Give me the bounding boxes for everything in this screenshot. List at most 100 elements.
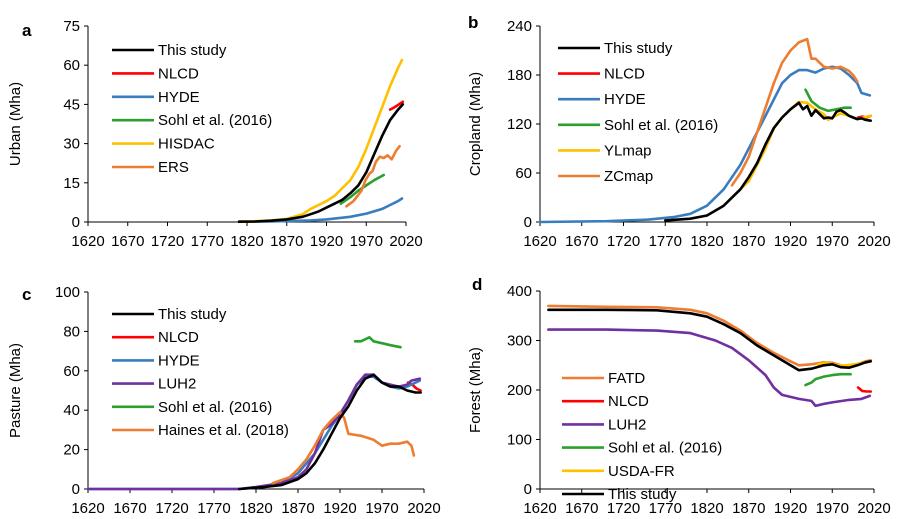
x-tick-label: 1720 xyxy=(607,233,640,250)
legend: This study NLCD HYDE Sohl et al. (2016) HISD… xyxy=(112,42,272,176)
legend-label: Sohl et al. (2016) xyxy=(604,117,718,134)
chart-panel-a: a 0 15 30 45 60 75 1620 1670 1720 1770 1820 1870 1920… xyxy=(7,18,423,250)
series-line-haines-et-al-2018 xyxy=(271,410,416,485)
x-tick-label: 1870 xyxy=(732,500,765,517)
x-tick-label: 1870 xyxy=(732,233,765,250)
x-tick-label: 1920 xyxy=(774,233,807,250)
y-tick-label: 180 xyxy=(507,67,532,84)
legend-label: NLCD xyxy=(158,65,199,82)
series-line-fatd xyxy=(547,304,872,367)
panel-label: a xyxy=(22,21,32,40)
x-tick-label: 1820 xyxy=(239,500,272,517)
legend-label: This study xyxy=(158,306,227,323)
y-tick-label: 20 xyxy=(63,442,80,459)
series-line-sohl-et-al-2016 xyxy=(804,88,852,113)
series-line-sohl-et-al-2016 xyxy=(353,336,402,349)
y-tick-label: 30 xyxy=(63,136,80,153)
x-tick-label: 2020 xyxy=(857,233,890,250)
chart-panel-d: d 0 100 200 300 400 1620 1670 1720 1770 1820 1870 19… xyxy=(467,275,891,517)
legend-label: This study xyxy=(604,40,673,57)
y-tick-label: 100 xyxy=(55,284,80,301)
legend-label: NLCD xyxy=(608,393,649,410)
x-tick-label: 1770 xyxy=(649,233,682,250)
x-tick-label: 1770 xyxy=(197,500,230,517)
x-tick-label: 1970 xyxy=(350,233,383,250)
legend-label: HYDE xyxy=(158,89,200,106)
x-tick-label: 2020 xyxy=(407,500,440,517)
x-tick-label: 1920 xyxy=(774,500,807,517)
x-tick-label: 1670 xyxy=(111,233,144,250)
y-tick-label: 75 xyxy=(63,18,80,35)
x-tick-label: 1620 xyxy=(71,500,104,517)
legend-label: LUH2 xyxy=(608,416,646,433)
legend-label: YLmap xyxy=(604,142,652,159)
legend: FATD NLCD LUH2 Sohl et al. (2016) USDA-FR Thi… xyxy=(562,370,722,503)
y-tick-label: 0 xyxy=(72,214,80,231)
legend-label: HYDE xyxy=(158,352,200,369)
series-line-this-study xyxy=(237,103,405,223)
legend-label: Sohl et al. (2016) xyxy=(608,440,722,457)
series-line-sohl-et-al-2016 xyxy=(804,372,852,387)
y-tick-label: 15 xyxy=(63,175,80,192)
legend-label: Sohl et al. (2016) xyxy=(158,399,272,416)
y-axis-title: Pasture (Mha) xyxy=(7,343,24,438)
x-tick-label: 1670 xyxy=(565,500,598,517)
x-tick-label: 1670 xyxy=(113,500,146,517)
legend-label: This study xyxy=(608,486,677,503)
series-line-this-study xyxy=(664,101,872,222)
y-tick-label: 400 xyxy=(507,283,532,300)
y-axis-title: Forest (Mha) xyxy=(467,347,484,433)
y-tick-label: 60 xyxy=(63,57,80,74)
panel-label: d xyxy=(472,275,482,294)
y-tick-label: 300 xyxy=(507,333,532,350)
y-tick-label: 45 xyxy=(63,96,80,113)
x-tick-label: 1620 xyxy=(523,233,556,250)
x-tick-label: 1920 xyxy=(323,500,356,517)
legend-label: FATD xyxy=(608,370,645,387)
y-tick-label: 200 xyxy=(507,382,532,399)
x-tick-label: 2020 xyxy=(857,500,890,517)
legend-label: NLCD xyxy=(158,329,199,346)
x-tick-label: 1970 xyxy=(365,500,398,517)
x-tick-label: 1870 xyxy=(281,500,314,517)
y-tick-label: 60 xyxy=(515,165,532,182)
legend-label: ERS xyxy=(158,159,189,176)
x-tick-label: 2020 xyxy=(389,233,422,250)
legend-label: ZCmap xyxy=(604,168,653,185)
legend: This study NLCD HYDE Sohl et al. (2016) YLma… xyxy=(558,40,718,185)
x-tick-label: 1820 xyxy=(690,500,723,517)
x-tick-label: 1770 xyxy=(649,500,682,517)
y-tick-label: 80 xyxy=(63,323,80,340)
y-tick-label: 60 xyxy=(63,363,80,380)
y-tick-label: 0 xyxy=(72,481,80,498)
x-tick-label: 1970 xyxy=(816,233,849,250)
series-line-this-study xyxy=(547,308,872,372)
series-line-nlcd xyxy=(856,386,872,393)
x-tick-label: 1620 xyxy=(71,233,104,250)
y-tick-label: 100 xyxy=(507,432,532,449)
x-tick-label: 1820 xyxy=(690,233,723,250)
legend-label: HYDE xyxy=(604,91,646,108)
y-tick-label: 120 xyxy=(507,116,532,133)
legend-label: Haines et al. (2018) xyxy=(158,422,289,439)
x-tick-label: 1670 xyxy=(565,233,598,250)
y-axis-title: Urban (Mha) xyxy=(7,82,24,166)
chart-panel-b: b 0 60 120 180 240 1620 1670 1720 1770 1820 1870 192… xyxy=(467,13,891,250)
legend-label: LUH2 xyxy=(158,376,196,393)
legend-label: NLCD xyxy=(604,66,645,83)
series-line-zcmap xyxy=(730,37,859,187)
panel-label: b xyxy=(468,13,478,32)
x-tick-label: 1970 xyxy=(816,500,849,517)
series-line-hyde xyxy=(538,65,872,224)
legend-label: Sohl et al. (2016) xyxy=(158,112,272,129)
x-tick-label: 1870 xyxy=(270,233,303,250)
legend-label: This study xyxy=(158,42,227,59)
x-tick-label: 1720 xyxy=(151,233,184,250)
x-tick-label: 1620 xyxy=(523,500,556,517)
series-line-ers xyxy=(345,144,401,208)
legend: This study NLCD HYDE LUH2 Sohl et al. (2016)… xyxy=(112,306,289,439)
chart-panel-c: c 0 20 40 60 80 100 1620 1670 1720 1770 1820 1870 192… xyxy=(7,284,441,517)
panel-label: c xyxy=(22,285,31,304)
x-tick-label: 1770 xyxy=(191,233,224,250)
